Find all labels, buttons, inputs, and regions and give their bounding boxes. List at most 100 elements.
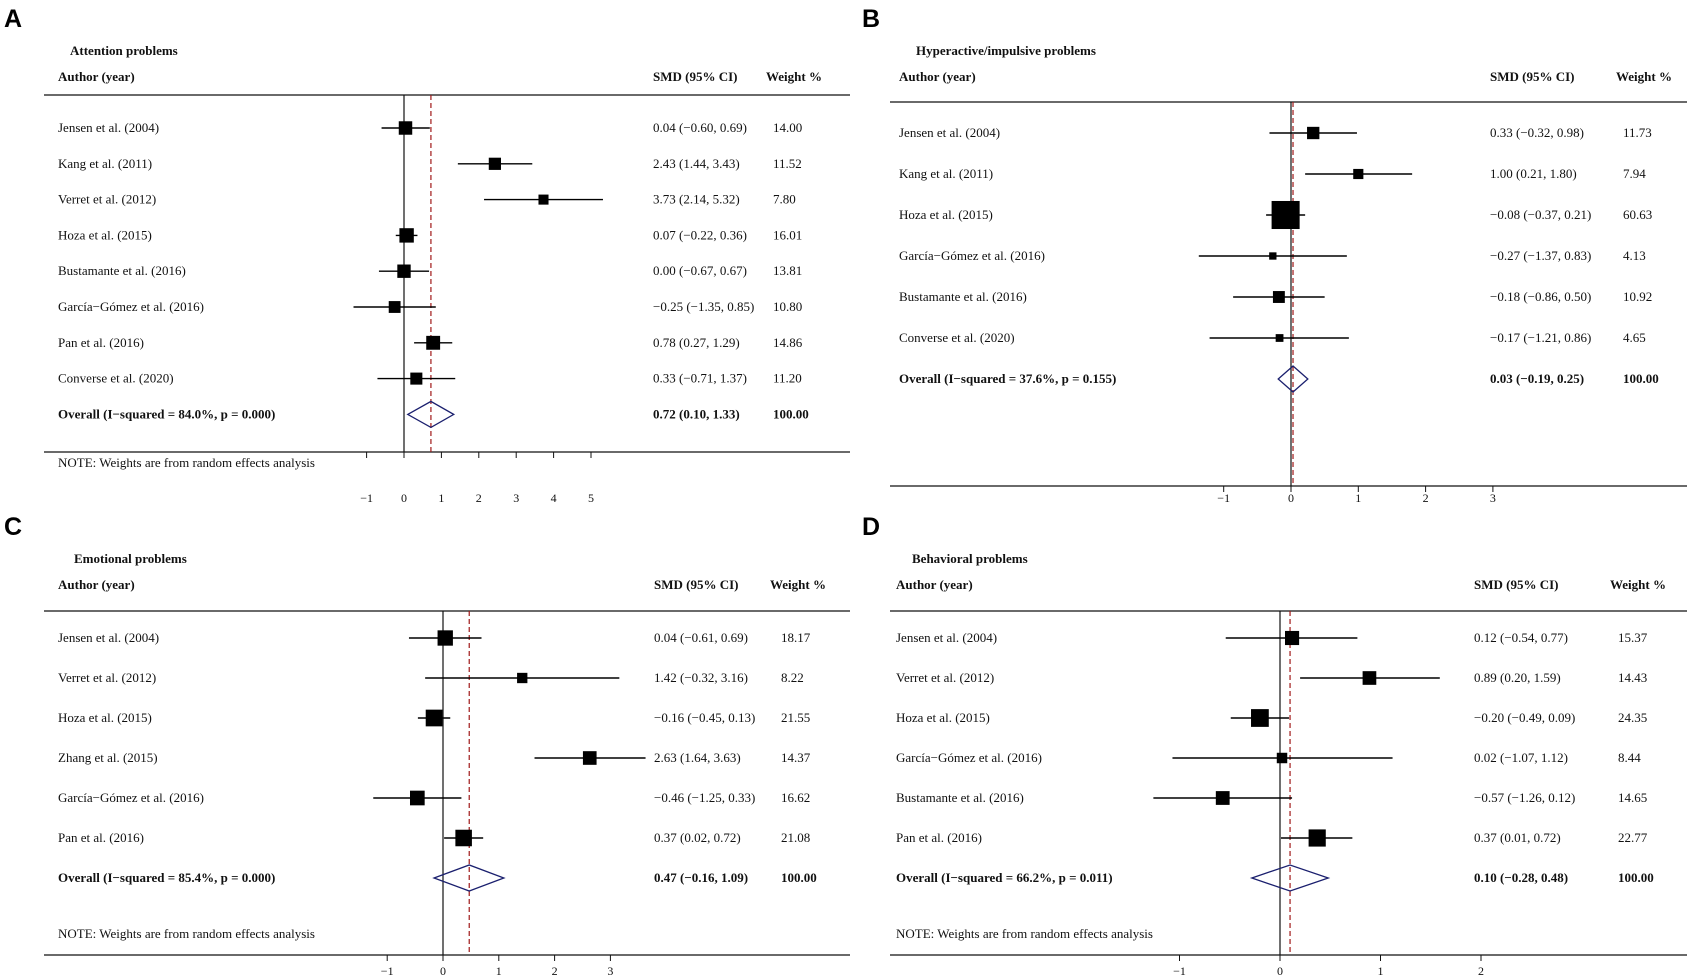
- panel-letter: A: [4, 5, 22, 33]
- study-author: Kang et al. (2011): [58, 156, 152, 171]
- forest-panel-c: C Emotional problems Author (year) SMD (95%…: [4, 513, 850, 978]
- x-tick-label: 4: [551, 491, 557, 505]
- study-row: Kang et al. (2011) 2.43 (1.44, 3.43) 11.52: [58, 156, 802, 171]
- panel-title: Hyperactive/impulsive problems: [916, 43, 1096, 58]
- study-marker: [1269, 252, 1277, 260]
- column-header-smd: SMD (95% CI): [653, 69, 738, 84]
- study-weight: 11.20: [773, 371, 802, 386]
- study-weight: 4.13: [1623, 248, 1646, 263]
- study-weight: 14.37: [781, 750, 811, 765]
- forest-panel-d: D Behavioral problems Author (year) SMD (95…: [862, 513, 1687, 978]
- study-row: Pan et al. (2016) 0.37 (0.01, 0.72) 22.77: [896, 829, 1648, 847]
- overall-row: Overall (I−squared = 37.6%, p = 0.155) 0.…: [899, 365, 1659, 393]
- study-row: García−Gómez et al. (2016) −0.25 (−1.35, …: [58, 299, 802, 314]
- overall-weight: 100.00: [773, 406, 809, 421]
- study-marker: [1308, 829, 1326, 847]
- study-weight: 8.44: [1618, 750, 1641, 765]
- study-row: Pan et al. (2016) 0.37 (0.02, 0.72) 21.08: [58, 829, 810, 847]
- study-author: Converse et al. (2020): [58, 371, 174, 386]
- study-row: García−Gómez et al. (2016) −0.27 (−1.37, …: [899, 248, 1646, 263]
- study-marker: [1362, 671, 1377, 685]
- study-row: Hoza et al. (2015) 0.07 (−0.22, 0.36) 16.0…: [58, 227, 802, 243]
- study-author: Pan et al. (2016): [58, 335, 144, 350]
- overall-smd-ci: 0.47 (−0.16, 1.09): [654, 870, 748, 885]
- overall-label: Overall (I−squared = 85.4%, p = 0.000): [58, 870, 275, 885]
- study-smd-ci: −0.25 (−1.35, 0.85): [653, 299, 754, 314]
- study-weight: 60.63: [1623, 207, 1652, 222]
- study-row: Kang et al. (2011) 1.00 (0.21, 1.80) 7.94: [899, 166, 1646, 181]
- study-marker: [582, 751, 597, 765]
- study-marker: [455, 829, 472, 847]
- column-header-author: Author (year): [58, 69, 135, 84]
- study-author: Bustamante et al. (2016): [899, 289, 1027, 304]
- study-smd-ci: 2.43 (1.44, 3.43): [653, 156, 740, 171]
- study-author: Verret et al. (2012): [896, 670, 994, 685]
- x-tick-label: 3: [513, 491, 519, 505]
- study-row: Hoza et al. (2015) −0.16 (−0.45, 0.13) 21.…: [58, 709, 810, 727]
- study-smd-ci: 0.33 (−0.71, 1.37): [653, 371, 747, 386]
- column-header-smd: SMD (95% CI): [1474, 577, 1559, 592]
- study-smd-ci: −0.08 (−0.37, 0.21): [1490, 207, 1591, 222]
- column-header-weight: Weight %: [770, 577, 826, 592]
- study-author: Hoza et al. (2015): [896, 710, 990, 725]
- study-smd-ci: −0.17 (−1.21, 0.86): [1490, 330, 1591, 345]
- study-smd-ci: 0.37 (0.01, 0.72): [1474, 830, 1561, 845]
- overall-diamond: [406, 400, 456, 429]
- overall-label: Overall (I−squared = 66.2%, p = 0.011): [896, 870, 1113, 885]
- study-weight: 10.80: [773, 299, 802, 314]
- study-weight: 21.08: [781, 830, 810, 845]
- x-tick-label: 0: [1277, 964, 1283, 978]
- study-weight: 7.80: [773, 192, 796, 207]
- study-weight: 16.62: [781, 790, 810, 805]
- study-weight: 21.55: [781, 710, 810, 725]
- study-row: Jensen et al. (2004) 0.04 (−0.61, 0.69) 18…: [58, 630, 811, 646]
- study-author: Verret et al. (2012): [58, 192, 156, 207]
- study-author: Jensen et al. (2004): [896, 630, 997, 645]
- x-tick-label: 1: [1355, 491, 1361, 505]
- study-weight: 10.92: [1623, 289, 1652, 304]
- x-tick-label: 0: [440, 964, 446, 978]
- study-row: García−Gómez et al. (2016) 0.02 (−1.07, 1…: [896, 750, 1641, 765]
- study-row: García−Gómez et al. (2016) −0.46 (−1.25, …: [58, 790, 810, 806]
- panel-letter: D: [862, 513, 880, 541]
- x-tick-label: −1: [360, 491, 373, 505]
- study-author: García−Gómez et al. (2016): [899, 248, 1045, 263]
- x-tick-label: −1: [1217, 491, 1230, 505]
- study-row: Hoza et al. (2015) −0.20 (−0.49, 0.09) 24.…: [896, 709, 1647, 727]
- study-row: Jensen et al. (2004) 0.33 (−0.32, 0.98) 11…: [899, 125, 1652, 140]
- study-weight: 14.43: [1618, 670, 1647, 685]
- study-marker: [1285, 630, 1300, 646]
- study-smd-ci: −0.27 (−1.37, 0.83): [1490, 248, 1591, 263]
- study-author: Jensen et al. (2004): [899, 125, 1000, 140]
- x-tick-label: 5: [588, 491, 594, 505]
- study-smd-ci: 0.04 (−0.61, 0.69): [654, 630, 748, 645]
- study-marker: [1271, 200, 1300, 230]
- overall-diamond: [1249, 864, 1331, 892]
- study-weight: 7.94: [1623, 166, 1646, 181]
- x-tick-label: 2: [1423, 491, 1429, 505]
- column-header-author: Author (year): [899, 69, 976, 84]
- study-marker: [409, 790, 425, 806]
- x-tick-label: 1: [438, 491, 444, 505]
- study-marker: [1307, 126, 1320, 140]
- study-smd-ci: 0.37 (0.02, 0.72): [654, 830, 741, 845]
- study-marker: [1276, 752, 1288, 764]
- study-smd-ci: 0.89 (0.20, 1.59): [1474, 670, 1561, 685]
- study-smd-ci: −0.20 (−0.49, 0.09): [1474, 710, 1575, 725]
- overall-weight: 100.00: [1623, 371, 1659, 386]
- study-marker: [426, 335, 441, 350]
- x-tick-label: 3: [1490, 491, 1496, 505]
- study-marker: [1251, 709, 1269, 727]
- study-weight: 16.01: [773, 227, 802, 242]
- study-marker: [517, 672, 528, 684]
- panel-letter: C: [4, 513, 22, 541]
- x-tick-label: −1: [381, 964, 394, 978]
- weights-note: NOTE: Weights are from random effects an…: [58, 926, 315, 941]
- study-smd-ci: 0.12 (−0.54, 0.77): [1474, 630, 1568, 645]
- x-tick-label: 1: [496, 964, 502, 978]
- study-smd-ci: 1.00 (0.21, 1.80): [1490, 166, 1577, 181]
- study-marker: [398, 121, 413, 135]
- study-marker: [488, 157, 501, 170]
- study-author: Converse et al. (2020): [899, 330, 1015, 345]
